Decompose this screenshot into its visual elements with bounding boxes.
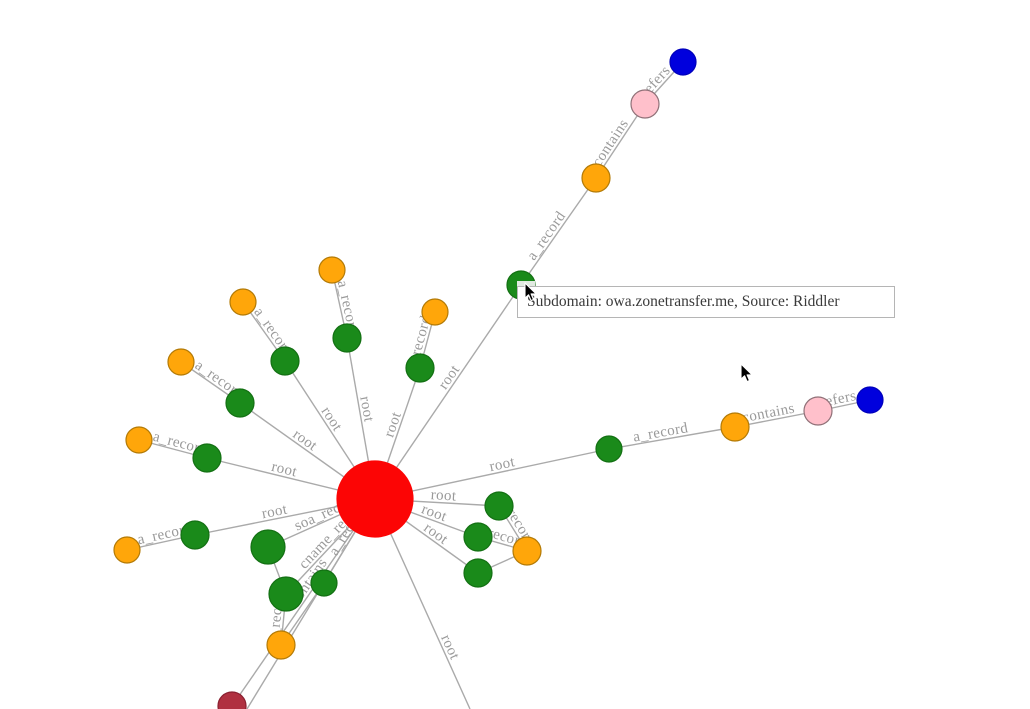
- graph-node-netblock[interactable]: [630, 89, 660, 119]
- tooltip-text: Subdomain: owa.zonetransfer.me, Source: …: [527, 293, 840, 310]
- edge-label-root: root: [437, 632, 462, 662]
- graph-node-subdomain[interactable]: [463, 522, 493, 552]
- edge-label-layer: roota_recordcontainsrefersroota_recordco…: [136, 63, 858, 663]
- graph-node-subdomain[interactable]: [332, 323, 362, 353]
- graph-node-asn[interactable]: [669, 48, 697, 76]
- edge-label-contains: contains: [589, 116, 632, 169]
- edge-label-a_record: a_record: [632, 420, 690, 445]
- graph-node-root-domain[interactable]: [336, 460, 414, 538]
- graph-edge: [374, 448, 610, 500]
- graph-node-ip-address[interactable]: [266, 630, 296, 660]
- graph-edge-stub: [246, 498, 376, 709]
- graph-node-ip-address[interactable]: [318, 256, 346, 284]
- graph-node-subdomain[interactable]: [225, 388, 255, 418]
- graph-node-subdomain[interactable]: [192, 443, 222, 473]
- edge-label-root: root: [430, 487, 457, 504]
- graph-edge: [231, 498, 376, 707]
- graph-node-partial[interactable]: [217, 691, 247, 709]
- graph-node-ip-address[interactable]: [113, 536, 141, 564]
- edge-label-root: root: [436, 362, 464, 393]
- edge-label-root: root: [381, 409, 405, 439]
- graph-node-subdomain[interactable]: [595, 435, 623, 463]
- graph-node-subdomain[interactable]: [484, 491, 514, 521]
- graph-edge: [608, 426, 736, 450]
- graph-edge: [520, 177, 597, 286]
- edge-label-root: root: [270, 459, 299, 481]
- graph-node-ip-address[interactable]: [720, 412, 750, 442]
- edge-label-root: root: [419, 501, 449, 525]
- graph-node-subdomain[interactable]: [180, 520, 210, 550]
- edge-label-root: root: [290, 426, 321, 454]
- graph-node-ip-address[interactable]: [581, 163, 611, 193]
- graph-node-subdomain[interactable]: [270, 346, 300, 376]
- edge-label-root: root: [488, 454, 517, 475]
- graph-node-subdomain[interactable]: [268, 576, 304, 612]
- graph-edge: [595, 103, 646, 179]
- graph-node-subdomain[interactable]: [250, 529, 286, 565]
- edge-label-a_record: a_record: [524, 209, 569, 264]
- graph-node-subdomain[interactable]: [405, 353, 435, 383]
- edge-label-root: root: [318, 404, 346, 435]
- graph-node-subdomain[interactable]: [310, 569, 338, 597]
- node-layer: [113, 48, 884, 709]
- graph-node-asn[interactable]: [856, 386, 884, 414]
- edge-label-contains: contains: [741, 401, 796, 427]
- graph-node-ip-address[interactable]: [512, 536, 542, 566]
- edge-label-root: root: [260, 501, 289, 522]
- graph-edge: [374, 284, 522, 500]
- edge-label-root: root: [356, 395, 376, 424]
- graph-node-ip-address[interactable]: [167, 348, 195, 376]
- graph-node-ip-address[interactable]: [229, 288, 257, 316]
- node-tooltip: Subdomain: owa.zonetransfer.me, Source: …: [517, 286, 895, 318]
- graph-node-netblock[interactable]: [803, 396, 833, 426]
- graph-node-subdomain[interactable]: [463, 558, 493, 588]
- edge-label-root: root: [421, 520, 452, 548]
- graph-node-ip-address[interactable]: [125, 426, 153, 454]
- graph-node-ip-address[interactable]: [421, 298, 449, 326]
